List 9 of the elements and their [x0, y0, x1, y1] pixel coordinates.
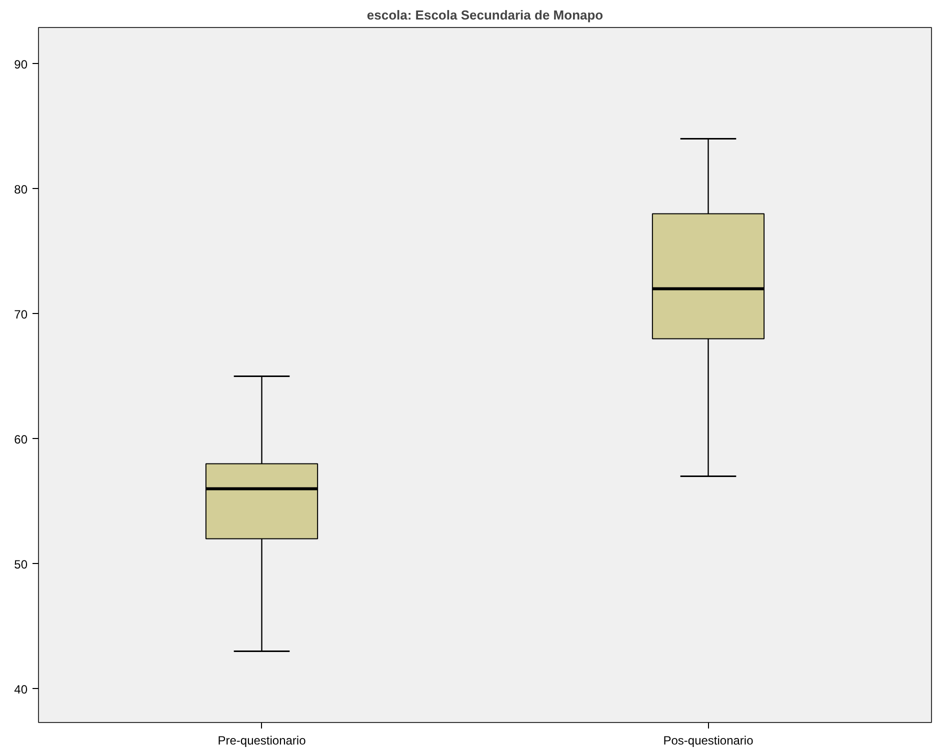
y-tick-label: 50	[14, 557, 28, 572]
chart-title: escola: Escola Secundaria de Monapo	[366, 8, 604, 22]
x-tick-label: Pos-questionario	[663, 734, 754, 748]
y-tick-label: 60	[14, 432, 28, 446]
y-tick-label: 70	[14, 307, 28, 322]
y-tick-label: 90	[14, 57, 28, 72]
x-tick-label: Pre-questionario	[218, 734, 306, 748]
y-tick-label: 80	[14, 182, 28, 196]
y-tick-label: 40	[14, 682, 28, 696]
